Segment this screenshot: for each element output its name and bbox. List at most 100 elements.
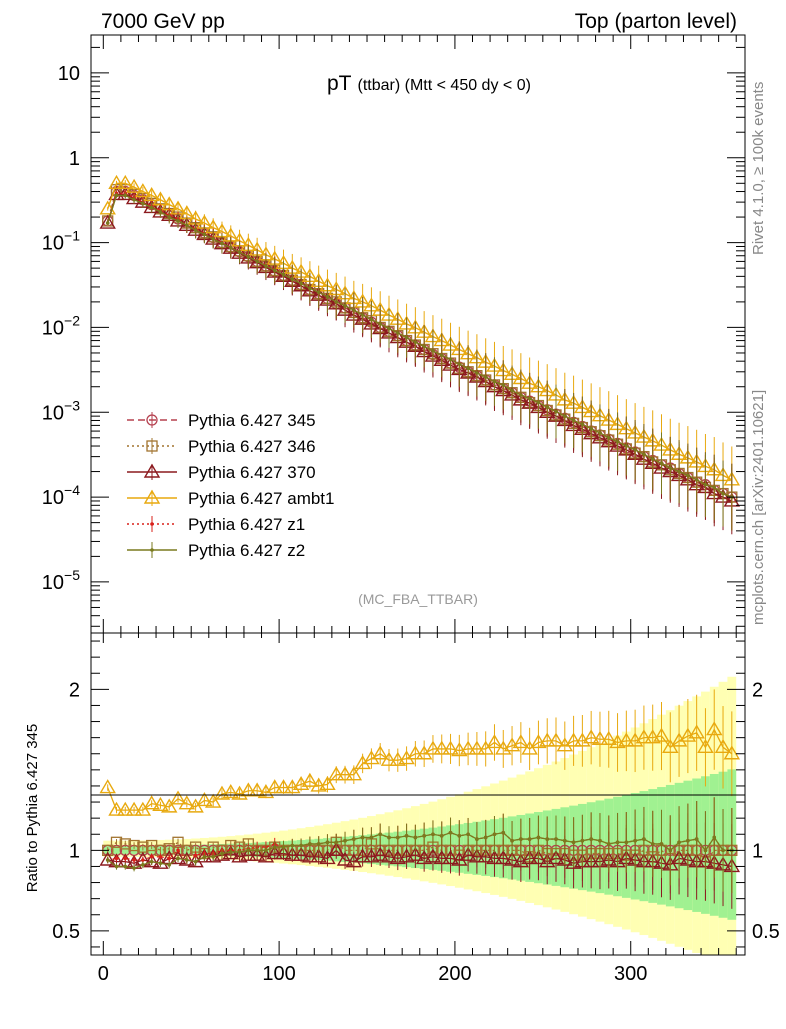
data-point: [422, 344, 426, 349]
data-point: [193, 228, 198, 233]
ratio-panel-frame: [90, 632, 746, 956]
ratio-point: [404, 834, 409, 838]
y-tick-label: 10−3: [42, 397, 80, 424]
legend-marker: [146, 414, 158, 426]
ratio-point: [486, 734, 503, 749]
ratio-point: [141, 858, 145, 862]
ratio-point: [299, 843, 303, 848]
data-point: [149, 205, 154, 210]
ratio-point: [158, 861, 163, 866]
data-point: [316, 290, 321, 295]
y-tick-label: 10: [58, 63, 80, 85]
ratio-point: [389, 850, 407, 865]
ratio-point: [503, 851, 521, 866]
ratio-point: [110, 836, 123, 848]
ratio-point: [149, 854, 154, 859]
ratio-series-2: [99, 689, 741, 816]
data-point: [642, 452, 646, 457]
plot-title: pT: [327, 72, 352, 95]
legend-label: Pythia 6.427 345: [188, 411, 316, 430]
ratio-point: [319, 775, 336, 791]
data-point: [246, 255, 251, 259]
ratio-point: [703, 848, 708, 853]
ratio-point: [477, 848, 494, 863]
ratio-point: [398, 750, 415, 765]
ratio-point: [547, 850, 565, 865]
ratio-point: [290, 843, 295, 848]
ratio-point: [202, 854, 207, 859]
ratio-point: [240, 846, 257, 861]
data-point: [457, 362, 462, 366]
ratio-point: [222, 784, 239, 799]
ratio-point: [114, 864, 119, 869]
ratio-point: [387, 835, 391, 840]
ratio-point: [530, 734, 547, 749]
data-point: [255, 259, 259, 264]
ratio-point: [284, 846, 301, 861]
ratio-point: [371, 745, 389, 760]
data-point: [554, 409, 558, 414]
ratio-point: [167, 863, 172, 867]
ratio-point: [99, 779, 116, 794]
ratio-point: [275, 779, 292, 794]
ratio-point: [231, 848, 248, 863]
data-point: [114, 193, 119, 198]
ratio-point: [582, 729, 600, 744]
ratio-point: [132, 858, 136, 862]
ratio-point: [354, 755, 371, 770]
ratio-series-layer: [99, 689, 741, 909]
ratio-point: [468, 740, 486, 755]
ratio-point: [255, 848, 259, 853]
ratio-point: [328, 841, 345, 857]
ratio-point: [378, 832, 383, 837]
x-tick-label: 300: [614, 963, 647, 985]
ratio-point: [228, 850, 233, 854]
data-point: [483, 375, 488, 379]
ratio-point: [439, 834, 444, 838]
legend-label: Pythia 6.427 z2: [188, 541, 305, 560]
ratio-point: [714, 738, 732, 754]
ratio-point: [176, 848, 180, 853]
ratio-point: [459, 740, 477, 755]
data-point: [105, 221, 110, 225]
ratio-point: [380, 848, 398, 863]
ratio-point: [220, 851, 224, 856]
ratio-point: [609, 734, 626, 749]
data-point: [519, 393, 523, 397]
data-point: [378, 322, 383, 326]
data-point: [466, 366, 470, 371]
ratio-point: [158, 854, 163, 859]
ratio-point: [618, 732, 635, 747]
ratio-point: [545, 837, 550, 841]
ratio-point: [204, 793, 222, 808]
ratio-point: [132, 866, 136, 870]
ratio-point: [424, 848, 442, 863]
ratio-y-tick-label: 2: [69, 679, 80, 701]
data-point: [492, 379, 497, 384]
data-point: [334, 300, 339, 304]
ratio-point: [686, 838, 690, 843]
green-band: [120, 845, 130, 855]
ratio-point: [237, 850, 242, 854]
ratio-point: [556, 737, 574, 752]
ratio-point: [272, 845, 277, 849]
y-tick-label: 10−1: [42, 228, 80, 255]
ratio-point: [161, 798, 178, 813]
data-point: [650, 457, 655, 461]
ratio-point: [677, 840, 681, 845]
ratio-point: [319, 850, 336, 865]
legend-label: Pythia 6.427 ambt1: [188, 489, 334, 508]
data-point: [237, 250, 242, 255]
data-point: [220, 241, 224, 246]
ratio-point: [152, 796, 169, 811]
ratio-point: [624, 840, 629, 845]
data-point: [125, 178, 143, 193]
ratio-point: [105, 858, 110, 862]
y-tick-label: 1: [69, 148, 80, 170]
ratio-point: [196, 792, 213, 807]
data-point: [562, 414, 567, 418]
ratio-point: [598, 838, 602, 843]
ratio-point: [114, 856, 119, 861]
data-point: [624, 444, 629, 448]
ratio-series-4: [105, 797, 734, 893]
